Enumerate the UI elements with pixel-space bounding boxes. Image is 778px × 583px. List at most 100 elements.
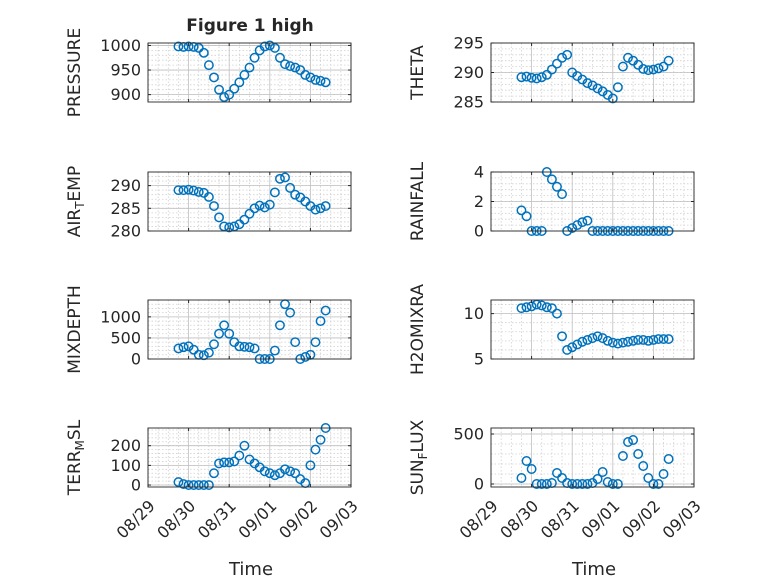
data-point xyxy=(572,479,583,489)
data-point xyxy=(259,202,270,213)
data-point xyxy=(234,450,245,461)
data-point xyxy=(643,65,654,76)
data-point xyxy=(592,83,603,94)
data-point xyxy=(178,342,189,353)
data-point xyxy=(572,220,583,231)
data-point xyxy=(602,477,613,487)
data-point xyxy=(244,208,255,219)
y-tick-label: 100 xyxy=(110,456,141,475)
data-point xyxy=(259,41,270,52)
data-point xyxy=(249,52,260,63)
data-point xyxy=(628,435,639,445)
data-point xyxy=(607,479,618,489)
data-point xyxy=(219,92,230,103)
data-point xyxy=(648,64,659,75)
data-point xyxy=(577,479,588,489)
data-point xyxy=(546,64,557,75)
data-point xyxy=(239,70,250,80)
data-point xyxy=(521,456,532,466)
data-point xyxy=(531,73,542,84)
y-tick-label: 1000 xyxy=(100,36,141,55)
data-point xyxy=(643,473,654,483)
x-axis-label-right: Time xyxy=(571,559,616,580)
data-point xyxy=(229,83,240,94)
data-point xyxy=(607,93,618,104)
data-point xyxy=(612,479,623,489)
data-point xyxy=(224,222,235,233)
data-point xyxy=(552,181,562,192)
data-point xyxy=(562,344,573,355)
y-tick-label: 290 xyxy=(453,63,484,82)
data-point xyxy=(653,334,664,344)
y-tick-label: 900 xyxy=(110,85,141,104)
data-point xyxy=(623,336,633,347)
data-point xyxy=(280,172,290,183)
x-tick-label: 09/01 xyxy=(235,496,281,542)
data-series xyxy=(516,49,674,104)
y-tick-label: 500 xyxy=(453,425,484,444)
data-point xyxy=(516,473,527,483)
data-point xyxy=(249,203,260,214)
data-point xyxy=(653,63,664,74)
data-point xyxy=(300,70,311,80)
x-tick-label: 08/29 xyxy=(456,496,502,542)
data-point xyxy=(320,305,331,316)
data-point xyxy=(536,72,547,83)
x-tick-label: 09/02 xyxy=(618,496,664,542)
y-tick-label: 280 xyxy=(110,222,141,241)
data-point xyxy=(541,479,552,489)
x-tick-label: 09/03 xyxy=(316,496,362,542)
data-point xyxy=(541,69,552,80)
subplot-h2omixra: 5 10 H2OMIXRA xyxy=(408,284,695,375)
data-point xyxy=(209,201,219,211)
data-point xyxy=(264,40,275,51)
y-axis-label: MIXDEPTH xyxy=(65,285,85,374)
data-point xyxy=(546,303,557,314)
data-point xyxy=(643,335,654,346)
data-point xyxy=(320,77,331,88)
data-point xyxy=(315,75,326,86)
data-point xyxy=(183,341,194,352)
data-point xyxy=(623,52,633,63)
x-tick-label: 08/31 xyxy=(537,496,583,542)
data-point xyxy=(244,62,255,73)
data-point xyxy=(269,345,280,356)
data-point xyxy=(198,47,209,58)
data-point xyxy=(203,480,214,490)
data-point xyxy=(536,300,547,311)
data-point xyxy=(521,211,532,222)
data-point xyxy=(219,457,230,468)
x-tick-label: 09/03 xyxy=(659,496,705,542)
data-point xyxy=(648,334,659,345)
y-tick-label: 285 xyxy=(110,199,141,218)
data-point xyxy=(623,437,633,447)
data-point xyxy=(541,302,552,313)
data-point xyxy=(290,337,301,348)
data-point xyxy=(658,334,669,344)
x-axis-label-left: Time xyxy=(228,559,273,580)
data-point xyxy=(178,479,189,489)
data-point xyxy=(638,334,649,345)
data-point xyxy=(552,58,562,69)
data-point xyxy=(516,205,527,216)
x-tick-label: 09/01 xyxy=(578,496,624,542)
y-tick-label: 950 xyxy=(110,61,141,80)
data-point xyxy=(320,201,331,211)
data-point xyxy=(173,477,184,488)
data-point xyxy=(305,72,316,83)
data-point xyxy=(663,55,674,66)
data-point xyxy=(612,338,623,349)
data-point xyxy=(648,479,659,489)
data-point xyxy=(536,479,547,489)
data-point xyxy=(607,337,618,348)
data-point xyxy=(188,185,199,196)
data-point xyxy=(577,217,588,228)
data-point xyxy=(582,215,593,226)
data-point xyxy=(254,200,265,211)
y-tick-label: 0 xyxy=(474,475,484,494)
data-point xyxy=(562,49,573,60)
data-point xyxy=(214,212,225,223)
